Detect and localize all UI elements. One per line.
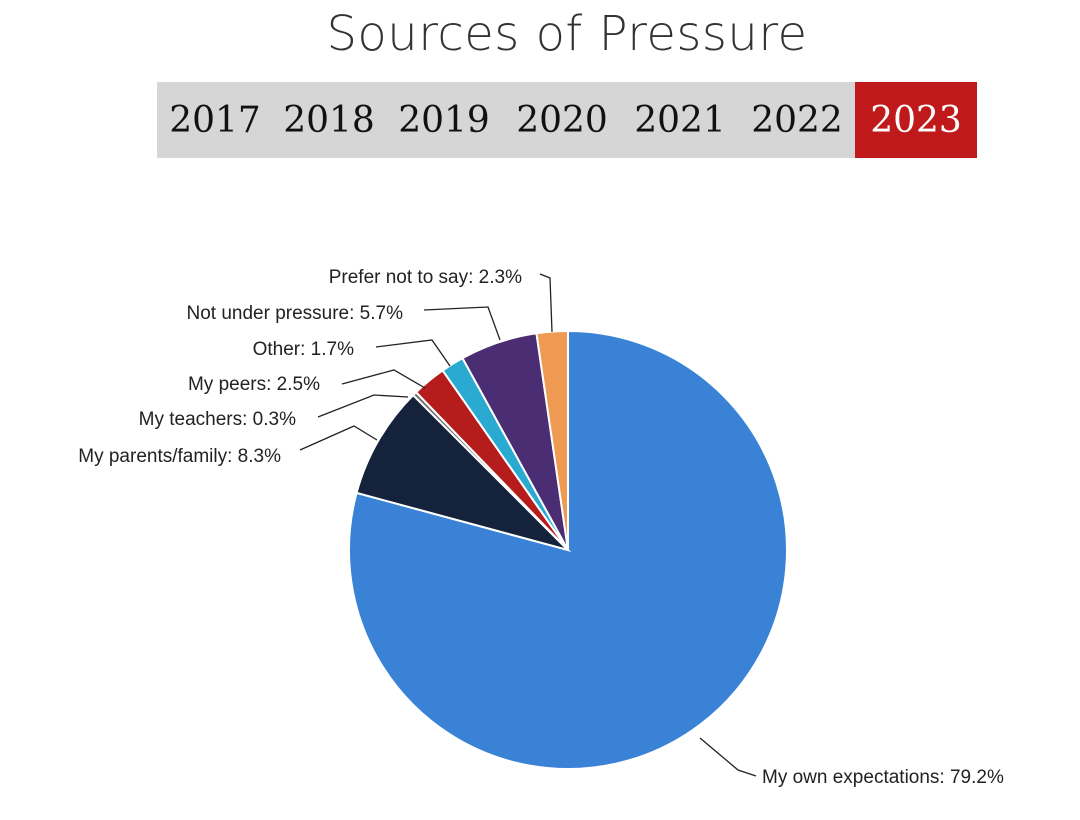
leader-line-not-under-pressure [423, 306, 501, 341]
leader-line-prefer-not-to-say [539, 273, 553, 333]
year-tab-2022[interactable]: 2022 [751, 99, 843, 141]
slice-label-other: Other: 1.7% [253, 339, 355, 360]
slice-label-my-own-expectations: My own expectations: 79.2% [762, 767, 1004, 788]
year-tab-2018[interactable]: 2018 [283, 99, 375, 141]
year-tab-2020[interactable]: 2020 [516, 99, 608, 141]
leader-line-my-peers [341, 369, 426, 389]
year-tab-2019[interactable]: 2019 [398, 99, 490, 141]
leader-line-my-teachers [317, 394, 409, 418]
leader-line-my-own-expectations [699, 737, 757, 777]
slice-label-my-peers: My peers: 2.5% [188, 374, 320, 395]
year-selector: 2017 2018 2019 2020 2021 2022 2023 [157, 82, 977, 158]
leader-line-my-parents-family [299, 425, 378, 451]
year-tab-2023[interactable]: 2023 [855, 82, 977, 158]
slice-label-my-teachers: My teachers: 0.3% [139, 409, 296, 430]
leader-line-other [375, 339, 451, 367]
slice-label-not-under-pressure: Not under pressure: 5.7% [186, 303, 403, 324]
year-tab-2017[interactable]: 2017 [169, 99, 261, 141]
year-tab-2021[interactable]: 2021 [634, 99, 726, 141]
slice-label-my-parents-family: My parents/family: 8.3% [78, 446, 281, 467]
pie-slice-my-parents-family[interactable] [355, 393, 572, 552]
chart-title: Sources of Pressure [326, 6, 808, 62]
slice-label-prefer-not-to-say: Prefer not to say: 2.3% [329, 267, 522, 288]
